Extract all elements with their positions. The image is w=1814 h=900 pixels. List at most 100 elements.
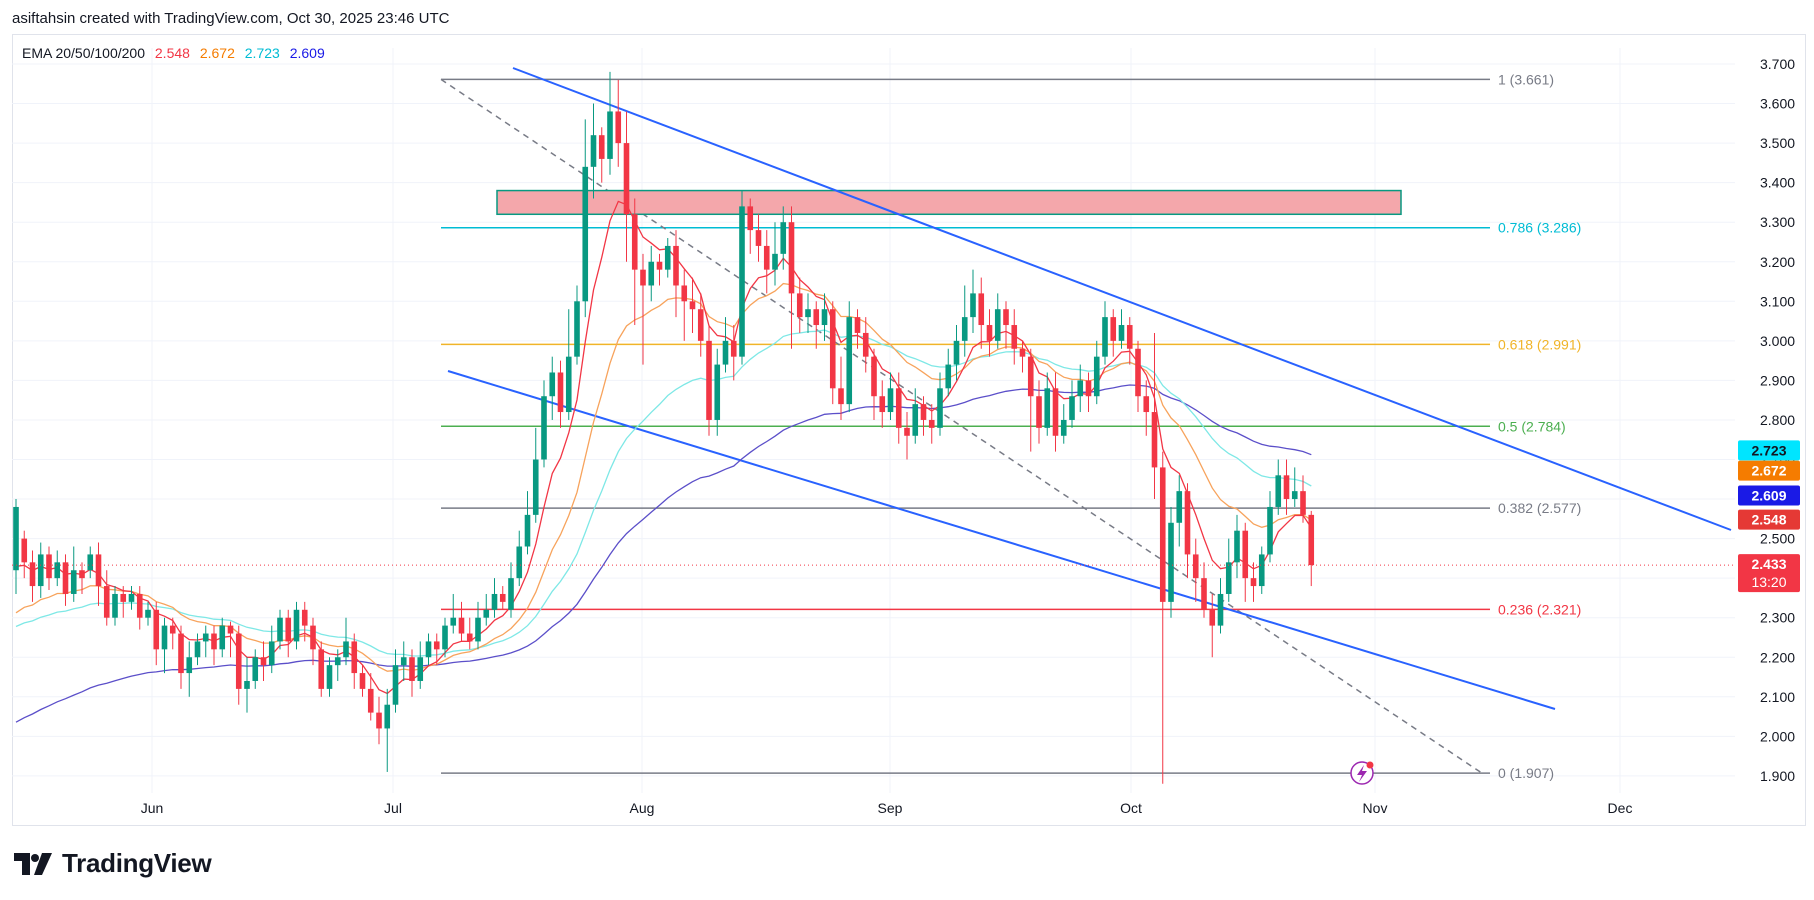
candle-body: [46, 554, 52, 579]
candle-body: [780, 222, 787, 254]
candle-body: [722, 340, 729, 365]
candle-body: [755, 230, 762, 246]
price-badges: 2.723 2.672 2.609 2.548 2.433 13:20: [1738, 440, 1800, 593]
supply-zone: [496, 189, 1402, 216]
candle-body: [623, 143, 630, 215]
candle-body: [961, 317, 968, 341]
attribution-header: asiftahsin created with TradingView.com,…: [12, 10, 450, 27]
ema50-line: [15, 282, 1312, 672]
candle-body: [730, 340, 737, 357]
logo-text: TradingView: [62, 848, 212, 878]
candle-body: [937, 388, 943, 428]
candle-body: [895, 388, 902, 428]
time-tick-label: Dec: [1608, 800, 1633, 816]
price-tick-label: 2.100: [1760, 689, 1795, 705]
tradingview-logo[interactable]: TradingView: [14, 848, 212, 879]
candle-body: [334, 657, 341, 666]
candle-body: [1003, 309, 1009, 326]
candle-body: [697, 309, 704, 341]
candle-body: [1093, 356, 1100, 397]
price-tick-label: 1.900: [1760, 768, 1795, 784]
candle-body: [796, 293, 803, 318]
candle-body: [508, 578, 514, 610]
candle-body: [1242, 530, 1249, 579]
fibonacci-retracement: 1 (3.661) 0.786 (3.286) 0.618 (2.991) 0.5 (…: [440, 71, 1581, 781]
candle-body: [211, 633, 217, 650]
candle-body: [13, 506, 19, 571]
price-tick-label: 2.500: [1760, 531, 1795, 547]
time-tick-label: Oct: [1120, 800, 1142, 816]
candles: [13, 71, 1315, 784]
candle-body: [244, 680, 250, 689]
lightning-alert-icon[interactable]: [1350, 761, 1374, 785]
candle-body: [260, 657, 267, 666]
candle-body: [318, 649, 325, 689]
ema-legend: EMA 20/50/100/200 2.548 2.672 2.723 2.60…: [22, 45, 331, 61]
candle-body: [640, 269, 646, 286]
candle-body: [1258, 554, 1265, 587]
candle-body: [1011, 325, 1018, 349]
candle-body: [1225, 562, 1232, 594]
candle-body: [425, 641, 432, 658]
candle-body: [433, 641, 440, 650]
candle-body: [1135, 348, 1141, 397]
price-badge: [1738, 509, 1800, 530]
candle-body: [739, 206, 745, 357]
candle-body: [648, 261, 655, 286]
candle-body: [112, 593, 118, 618]
candle-body: [846, 317, 853, 405]
candle-body: [79, 570, 85, 579]
candle-body: [532, 459, 539, 515]
candle-body: [1118, 325, 1125, 341]
candle-body: [772, 253, 778, 270]
price-tick-label: 3.100: [1760, 293, 1795, 309]
candle-body: [29, 562, 36, 587]
candle-body: [392, 665, 399, 705]
candle-body: [689, 301, 696, 310]
candle-body: [227, 625, 234, 634]
price-tick-label: 2.200: [1760, 649, 1795, 665]
candle-body: [400, 657, 407, 666]
fib-level-label: 0.236 (2.321): [1498, 601, 1581, 617]
legend-ema50: 2.672: [199, 45, 235, 61]
candle-body: [1126, 325, 1133, 349]
tradingview-logo-icon: [14, 852, 52, 875]
upper-trendline: [512, 67, 1732, 531]
price-tick-label: 3.600: [1760, 96, 1795, 112]
time-tick-label: Nov: [1363, 800, 1388, 816]
candle-body: [70, 570, 77, 594]
candle-body: [681, 285, 688, 302]
time-tick-label: Aug: [630, 800, 655, 816]
candle-body: [821, 309, 828, 326]
lower-trendline: [447, 370, 1556, 710]
candle-body: [21, 538, 28, 563]
candle-body: [887, 388, 894, 413]
price-badge-label: 2.548: [1751, 512, 1786, 528]
candle-body: [854, 317, 861, 333]
fib-level-label: 0.382 (2.577): [1498, 500, 1581, 516]
candle-body: [186, 657, 193, 674]
candle-body: [714, 364, 721, 420]
candle-body: [1291, 491, 1298, 500]
candle-body: [1027, 356, 1034, 397]
fib-level-label: 0.618 (2.991): [1498, 336, 1581, 352]
candle-body: [161, 625, 168, 650]
candle-body: [598, 135, 605, 159]
price-tick-label: 3.200: [1760, 254, 1795, 270]
candle-body: [607, 111, 613, 159]
candle-body: [862, 332, 869, 357]
chart-grid: [12, 48, 1735, 793]
candle-body: [293, 609, 300, 642]
candle-body: [953, 340, 960, 365]
candle-body: [871, 356, 877, 397]
candle-body: [763, 245, 770, 270]
candle-body: [277, 617, 283, 642]
candle-body: [1102, 317, 1108, 357]
candle-body: [1184, 491, 1191, 555]
candle-body: [673, 245, 679, 286]
candle-body: [326, 665, 333, 689]
candle-body: [87, 554, 94, 571]
candle-body: [1143, 396, 1150, 413]
legend-ema100: 2.723: [244, 45, 280, 61]
